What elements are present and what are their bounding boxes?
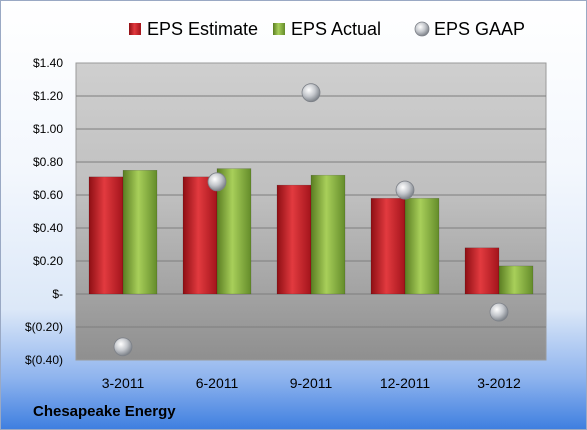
x-tick-label: 6-2011 <box>196 375 239 391</box>
legend-swatch-eps-actual <box>273 23 285 35</box>
y-tick-label: $0.80 <box>33 155 63 169</box>
legend-label-eps-actual: EPS Actual <box>291 19 381 39</box>
bar-eps-estimate <box>88 176 124 295</box>
y-tick-label: $0.60 <box>33 188 63 202</box>
bar-eps-actual <box>404 198 440 295</box>
legend-swatch-eps-estimate <box>129 23 141 35</box>
y-axis-ticks: $(0.40) $(0.20) $- $0.20 $0.40 $0.60 $0.80 $1.0… <box>25 56 63 367</box>
y-tick-label: $(0.40) <box>25 353 63 367</box>
legend-swatch-eps-gaap <box>414 21 430 37</box>
y-tick-label: $1.00 <box>33 122 63 136</box>
bar-eps-actual <box>216 168 252 295</box>
bar-eps-actual <box>498 265 534 295</box>
bar-eps-estimate <box>182 176 218 295</box>
x-tick-label: 9-2011 <box>290 375 333 391</box>
bar-eps-estimate <box>370 198 406 295</box>
x-tick-label: 3-2012 <box>477 375 521 391</box>
y-tick-label: $1.40 <box>33 56 63 70</box>
x-tick-label: 3-2011 <box>102 375 145 391</box>
gaap-markers <box>113 83 509 357</box>
bar-eps-actual <box>122 170 158 295</box>
y-tick-label: $- <box>52 287 63 301</box>
marker-eps-gaap <box>395 180 415 200</box>
y-tick-label: $(0.20) <box>25 320 63 334</box>
legend: EPS Estimate EPS Actual EPS GAAP <box>129 19 525 39</box>
marker-eps-gaap <box>489 302 509 322</box>
y-tick-label: $0.20 <box>33 254 63 268</box>
bar-eps-estimate <box>276 184 312 295</box>
company-name: Chesapeake Energy <box>33 403 176 420</box>
y-tick-label: $0.40 <box>33 221 63 235</box>
bar-eps-actual <box>310 174 346 295</box>
marker-eps-gaap <box>207 172 227 192</box>
x-tick-label: 12-2011 <box>380 375 431 391</box>
marker-eps-gaap <box>301 83 321 103</box>
legend-label-eps-estimate: EPS Estimate <box>147 19 258 39</box>
legend-label-eps-gaap: EPS GAAP <box>434 19 525 39</box>
y-tick-label: $1.20 <box>33 89 63 103</box>
x-axis-ticks: 3-2011 6-2011 9-2011 12-2011 3-2012 <box>102 375 521 391</box>
marker-eps-gaap <box>113 337 133 357</box>
bar-eps-estimate <box>464 247 500 295</box>
bars <box>88 168 534 295</box>
